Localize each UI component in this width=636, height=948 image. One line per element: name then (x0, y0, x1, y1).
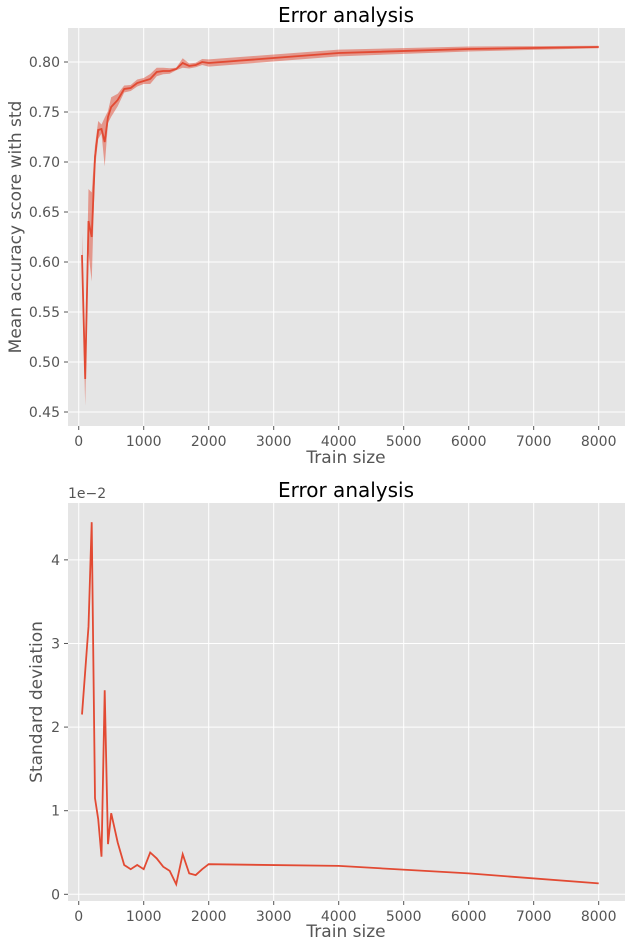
plot-area-bottom (68, 503, 625, 901)
chart-title-bottom: Error analysis (278, 478, 414, 502)
chart-top: 0 1000 2000 3000 4000 5000 6000 7000 8000 0.45 0.5… (6, 3, 625, 468)
x-tick-label-bottom: 4000 (321, 909, 357, 925)
y-tick-label-bottom: 0 (51, 887, 60, 903)
ticks-top: 0 1000 2000 3000 4000 5000 6000 7000 8000 0.45 0.5… (29, 55, 617, 450)
y-tick-label-bottom: 2 (51, 720, 60, 736)
y-tick-label-bottom: 1 (51, 804, 60, 820)
y-tick-label-top: 0.50 (29, 355, 60, 371)
y-tick-label-bottom: 4 (51, 553, 60, 569)
x-tick-label-bottom: 0 (74, 909, 83, 925)
y-tick-label-top: 0.75 (29, 105, 60, 121)
y-tick-label-top: 0.55 (29, 305, 60, 321)
x-tick-label-top: 4000 (321, 434, 357, 450)
plot-area-top (68, 28, 625, 426)
y-tick-label-top: 0.70 (29, 155, 60, 171)
x-axis-label-top: Train size (305, 448, 385, 468)
x-tick-label-bottom: 6000 (451, 909, 487, 925)
std-line-bottom (81, 522, 599, 888)
y-tick-label-top: 0.65 (29, 205, 60, 221)
x-tick-label-bottom: 5000 (386, 909, 422, 925)
x-tick-label-bottom: 2000 (191, 909, 227, 925)
grid-bottom (68, 503, 625, 901)
x-tick-label-top: 1000 (126, 434, 162, 450)
y-offset-label-bottom: 1e−2 (68, 486, 106, 502)
y-axis-label-bottom: Standard deviation (27, 621, 47, 783)
ticks-bottom: 0 1000 2000 3000 4000 5000 6000 7000 8000 0 1 2 3 4 (51, 553, 616, 925)
x-tick-label-top: 2000 (191, 434, 227, 450)
x-tick-label-bottom: 7000 (516, 909, 552, 925)
x-tick-label-top: 8000 (581, 434, 617, 450)
mean-line-top (81, 46, 599, 380)
y-tick-label-top: 0.80 (29, 55, 60, 71)
y-tick-label-bottom: 3 (51, 636, 60, 652)
x-tick-label-bottom: 8000 (581, 909, 617, 925)
x-axis-label-bottom: Train size (305, 922, 385, 942)
x-tick-label-top: 3000 (256, 434, 292, 450)
grid-top (68, 28, 625, 426)
y-axis-label-top: Mean accuracy score with std (6, 101, 26, 354)
y-tick-label-top: 0.60 (29, 255, 60, 271)
y-tick-label-top: 0.45 (29, 405, 60, 421)
x-tick-label-top: 5000 (386, 434, 422, 450)
x-tick-label-bottom: 1000 (126, 909, 162, 925)
chart-bottom: 0 1000 2000 3000 4000 5000 6000 7000 8000 0 1 2 3 4 E… (27, 478, 625, 942)
chart-title-top: Error analysis (278, 3, 414, 27)
x-tick-label-bottom: 3000 (256, 909, 292, 925)
x-tick-label-top: 6000 (451, 434, 487, 450)
x-tick-label-top: 7000 (516, 434, 552, 450)
x-tick-label-top: 0 (74, 434, 83, 450)
